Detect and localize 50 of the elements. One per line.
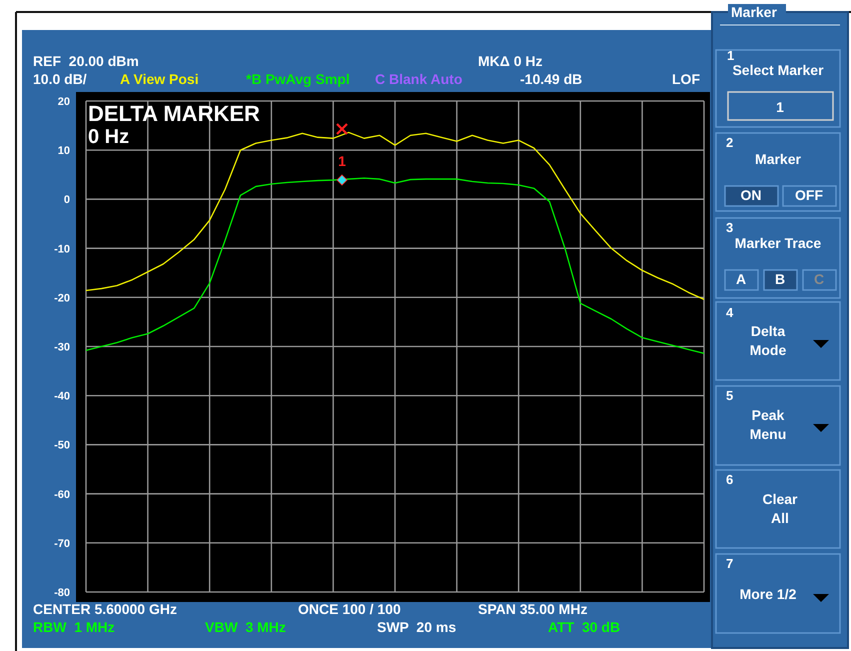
y-tick-label: -20 — [54, 292, 70, 304]
text: Marker — [731, 4, 778, 20]
text: SWP 20 ms — [377, 619, 456, 635]
text: Peak Menu — [750, 407, 786, 442]
text: C — [814, 271, 824, 287]
text: 1 — [727, 48, 734, 63]
text: 1 — [776, 99, 784, 115]
text: 0 Hz — [88, 126, 130, 148]
y-tick-label: -30 — [54, 342, 70, 354]
text: A — [736, 271, 746, 287]
text: ATT 30 dB — [548, 619, 620, 635]
text: Marker — [755, 151, 802, 167]
text: ONCE 100 / 100 — [298, 601, 401, 617]
text: LOF — [672, 71, 700, 87]
text: B — [774, 271, 786, 287]
line-series — [85, 177, 705, 354]
y-tick-label: -50 — [54, 440, 70, 452]
text: More 1/2 — [740, 586, 797, 602]
text: SPAN 35.00 MHz — [478, 601, 588, 617]
text: *B PwAvg Smpl — [246, 71, 350, 87]
y-tick-label: -40 — [54, 390, 70, 403]
text: Marker Trace — [734, 235, 822, 251]
text: Clear All — [762, 491, 798, 526]
text: 3 — [726, 220, 734, 235]
text: 4 — [726, 305, 734, 320]
text: Select Marker — [732, 62, 824, 78]
text: REF 20.00 dBm — [33, 53, 139, 69]
y-tick-label: 20 — [58, 96, 70, 108]
text: 5 — [726, 388, 734, 403]
text: MKΔ 0 Hz — [478, 53, 543, 69]
text: -10.49 dB — [520, 71, 582, 87]
text: 2 — [726, 135, 734, 150]
y-tick-label: -80 — [54, 587, 70, 599]
y-tick-label: 10 — [58, 145, 70, 158]
y-tick-label: -10 — [54, 243, 70, 256]
text: C Blank Auto — [375, 71, 462, 87]
text: 10.0 dB/ — [33, 71, 87, 87]
y-tick-label: -60 — [54, 488, 70, 501]
text: Delta Mode — [750, 323, 786, 358]
text: 7 — [726, 556, 734, 571]
annotation: 1 — [338, 153, 346, 169]
y-tick-label: -70 — [54, 538, 70, 550]
y-tick-label: 0 — [64, 194, 70, 206]
text: RBW 1 MHz — [33, 619, 115, 635]
text: A View Posi — [120, 71, 199, 87]
text: ON — [740, 187, 762, 203]
text: VBW 3 MHz — [205, 619, 286, 635]
text: OFF — [795, 187, 824, 203]
text: 6 — [726, 472, 734, 487]
text: CENTER 5.60000 GHz — [33, 601, 177, 617]
